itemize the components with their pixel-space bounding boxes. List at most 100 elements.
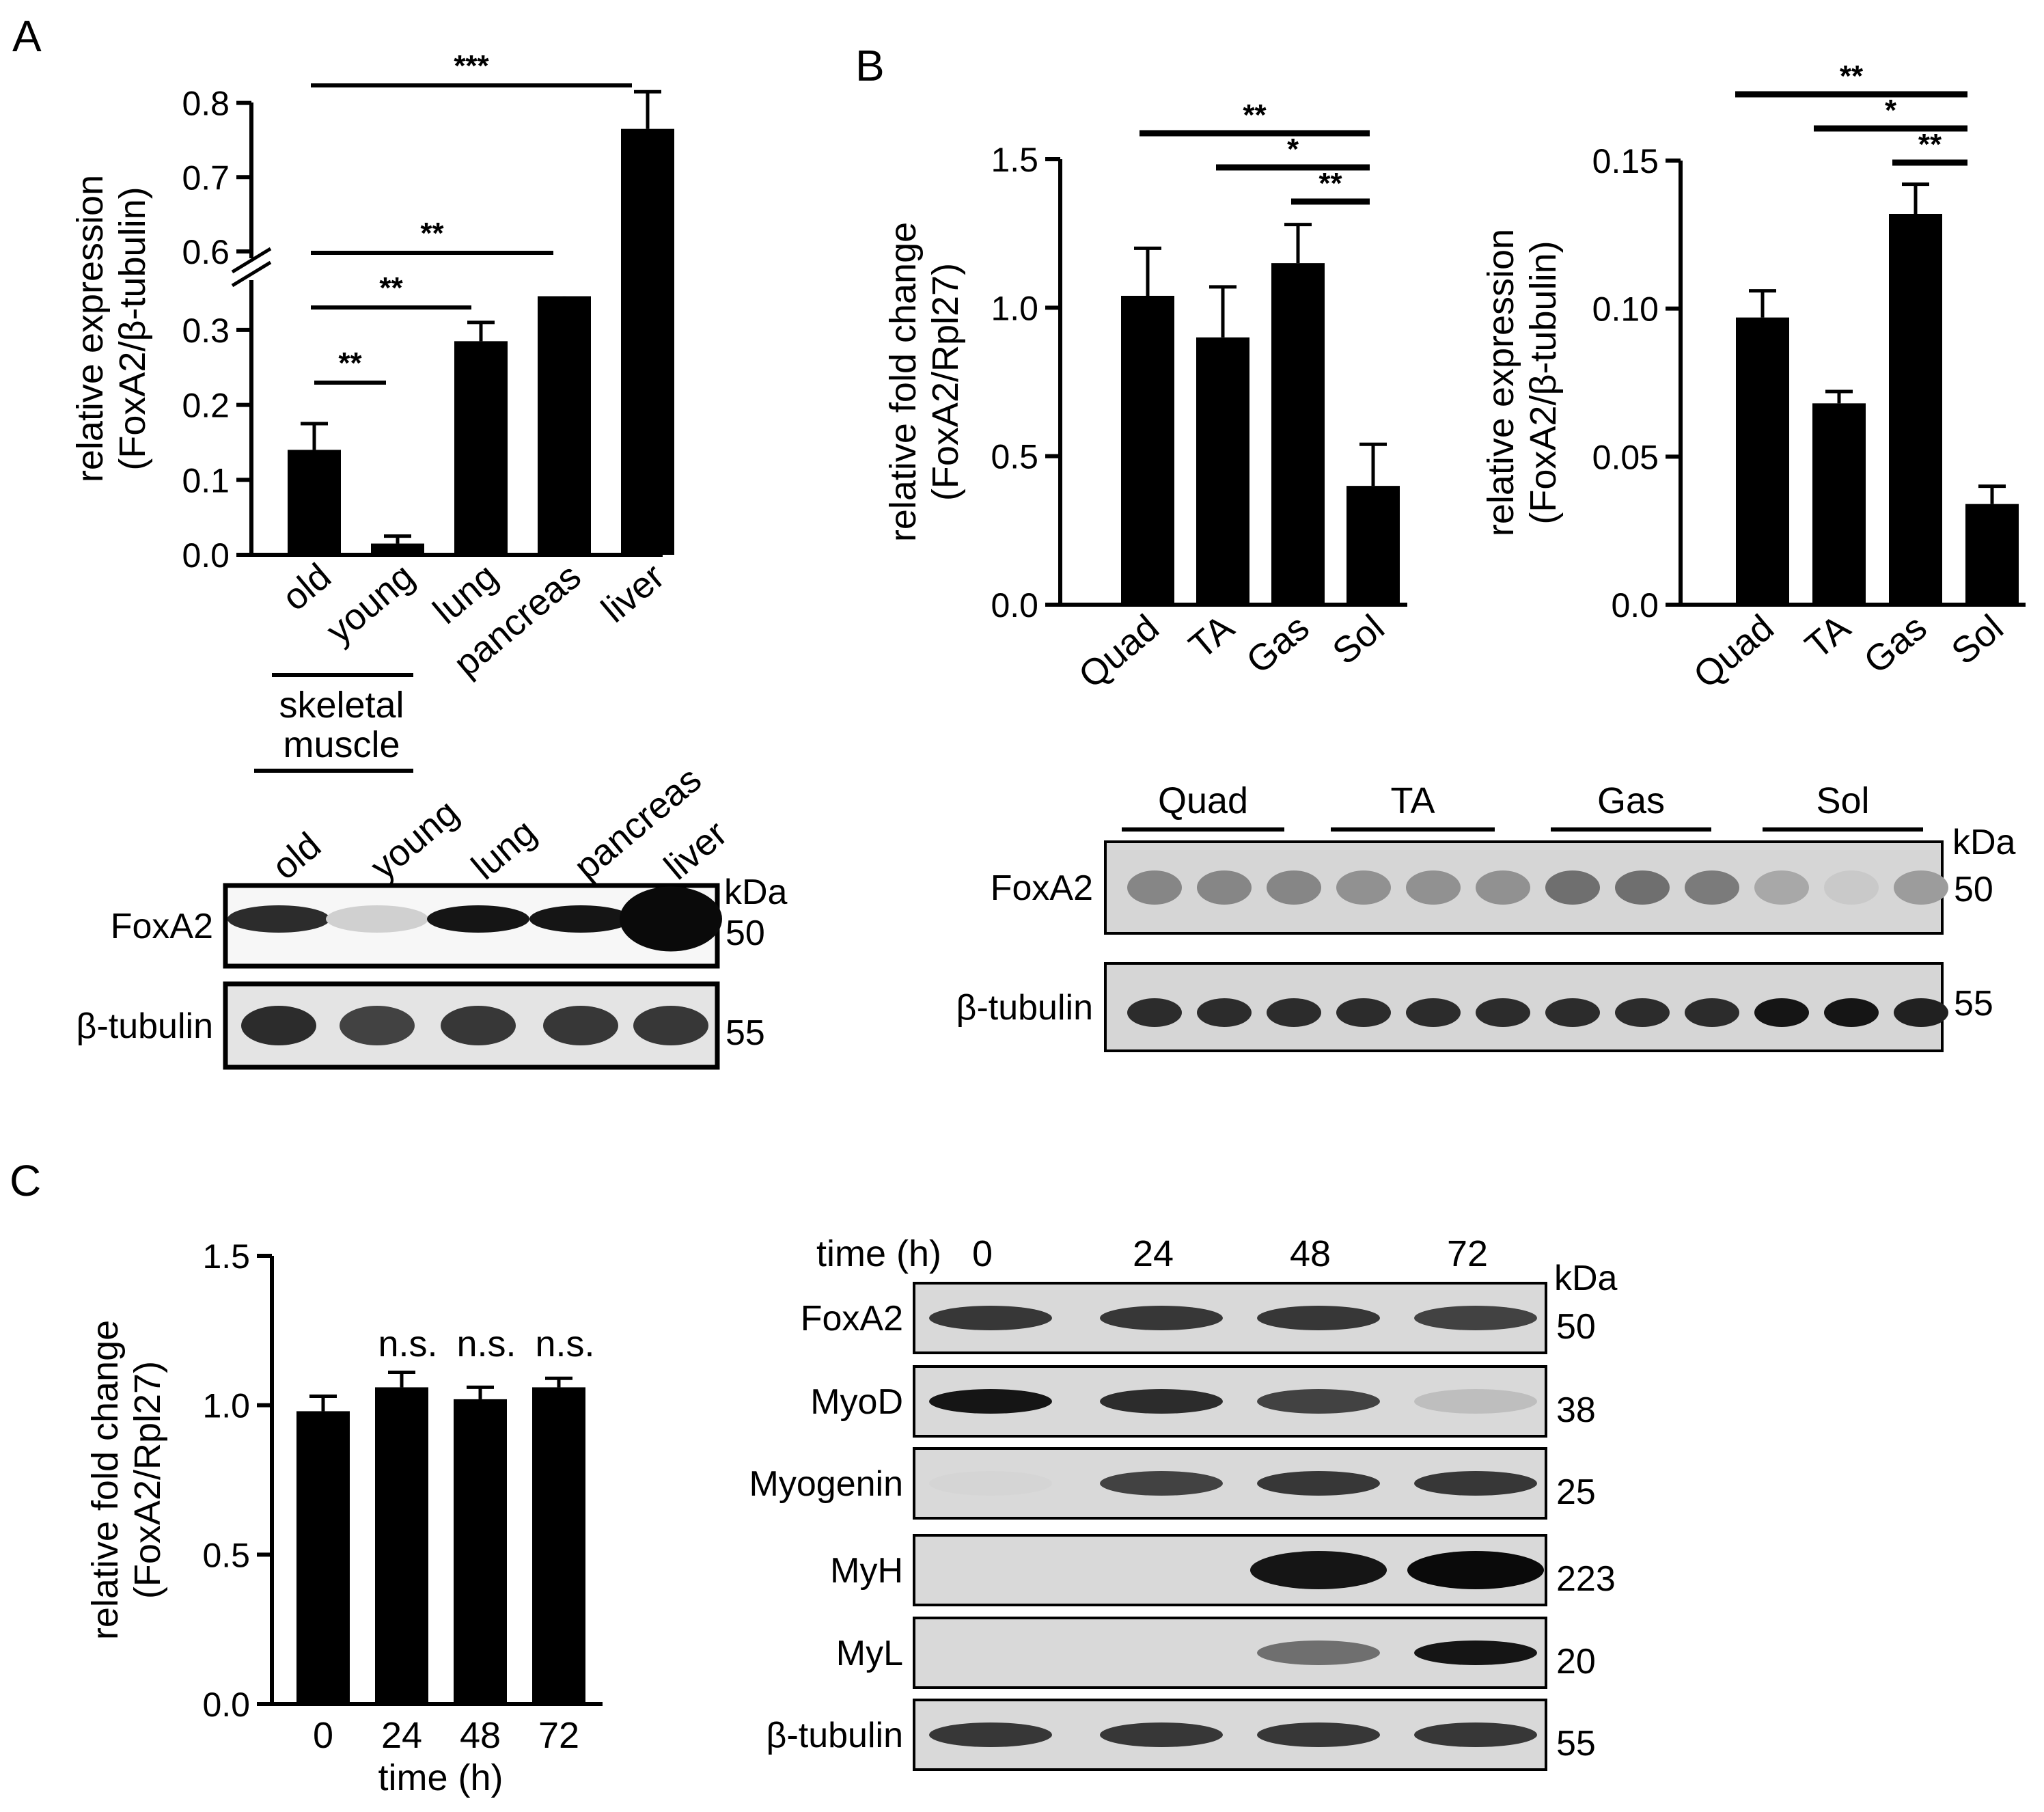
- significance-stars: **: [1918, 128, 1942, 161]
- x-tick-label: Sol: [1325, 607, 1392, 672]
- blot-kda-value: 38: [1556, 1390, 1596, 1430]
- blot-band: [529, 905, 632, 933]
- blot-band: [1100, 1722, 1223, 1747]
- x-tick-label: young: [318, 555, 422, 652]
- kda-header: kDa: [1952, 823, 2016, 862]
- y-axis-label: relative expression (FoxA2/β-tubulin): [1480, 229, 1564, 536]
- blot-row-label: FoxA2: [991, 868, 1093, 908]
- x-tick-label-text: liver: [594, 555, 672, 631]
- bar: [375, 1387, 428, 1704]
- blot-band: [1824, 998, 1879, 1027]
- x-tick-label: 48: [460, 1715, 501, 1756]
- blot-band: [1414, 1389, 1537, 1414]
- blot-band: [1267, 998, 1321, 1027]
- blot-band: [929, 1389, 1052, 1414]
- y-tick-label: 0.6: [182, 233, 230, 271]
- y-tick-label: 0.0: [182, 536, 230, 575]
- blot-kda-value: 55: [1556, 1724, 1596, 1763]
- x-tick-label: Quad: [1686, 607, 1782, 696]
- blot-time-value: 0: [972, 1233, 993, 1274]
- significance-stars: **: [1318, 167, 1342, 200]
- x-tick-label-text: Gas: [1239, 607, 1316, 682]
- blot-band: [1406, 998, 1461, 1027]
- y-axis-label: relative fold change (FoxA2/Rpl27): [85, 1320, 168, 1640]
- bar: [1889, 214, 1942, 605]
- x-tick-label: 24: [381, 1715, 422, 1756]
- y-tick-label: 0.1: [182, 461, 230, 499]
- bar: [371, 543, 424, 555]
- y-tick-label: 0.2: [182, 387, 230, 425]
- bar: [1346, 486, 1400, 605]
- blot-kda-value: 25: [1556, 1472, 1596, 1512]
- y-tick-label: 1.5: [202, 1237, 250, 1276]
- blot-b: Quad TA Gas Sol FoxA2 50 β-tubulin 55 kDa: [956, 780, 2016, 1052]
- blot-kda-value: 50: [1954, 870, 1993, 909]
- group-label-line2: muscle: [283, 724, 400, 765]
- blot-lane-label: old: [264, 825, 329, 888]
- blot-band: [1127, 998, 1182, 1027]
- blot-band: [1615, 870, 1670, 905]
- chart-b-left: 0.0 0.5 1.0 1.5 relative fold change (FoxA2/R…: [883, 98, 1407, 696]
- blot-row-label: MyL: [836, 1634, 903, 1673]
- x-tick-label: TA: [1181, 607, 1241, 667]
- group-label-line1: skeletal: [279, 685, 404, 726]
- bar: [621, 128, 674, 555]
- bar: [296, 1411, 350, 1704]
- blot-band: [1127, 870, 1182, 905]
- axis-break-mark: [231, 247, 272, 274]
- blot-band: [929, 1306, 1052, 1330]
- blot-lane-label-text: lung: [464, 812, 544, 888]
- y-tick-label: 0.0: [1611, 586, 1659, 624]
- blot-band: [241, 1006, 316, 1045]
- x-tick-label-text: Gas: [1856, 607, 1934, 682]
- y-axis-label-line2: (FoxA2/Rpl27): [925, 263, 966, 501]
- blot-row-label: Myogenin: [749, 1464, 903, 1504]
- significance-stars: *: [1287, 133, 1299, 166]
- significance-stars: **: [338, 346, 362, 380]
- blot-band: [1414, 1471, 1537, 1496]
- blot-band: [1894, 998, 1948, 1027]
- axis-break-mark: [231, 260, 272, 288]
- blot-band: [1414, 1306, 1537, 1330]
- y-axis-label-line1: relative expression: [70, 175, 111, 482]
- blot-band: [1197, 870, 1252, 905]
- x-tick-label-text: young: [318, 555, 422, 652]
- blot-band: [1476, 998, 1530, 1027]
- ns-annotation: n.s.: [456, 1323, 516, 1364]
- x-tick-label: TA: [1797, 607, 1857, 667]
- bar: [454, 1399, 507, 1704]
- blot-group-label: Gas: [1597, 780, 1665, 821]
- x-tick-label-text: Sol: [1944, 607, 2011, 672]
- significance-stars: **: [1840, 59, 1864, 93]
- y-tick-label: 0.5: [991, 438, 1038, 476]
- panel-label-c: C: [10, 1156, 41, 1205]
- blot-band: [1336, 998, 1391, 1027]
- blot-band: [543, 1006, 618, 1045]
- chart-a: 0.0 0.1 0.2 0.3 0.6 0.7 0.8 relative expression…: [70, 49, 674, 773]
- blot-lane-label: lung: [464, 812, 544, 888]
- y-tick-label: 0.05: [1592, 438, 1659, 476]
- x-tick-label: 0: [313, 1715, 333, 1756]
- x-tick-label: 72: [538, 1715, 579, 1756]
- x-tick-label: Sol: [1944, 607, 2011, 672]
- bar: [1271, 263, 1325, 605]
- significance-stars: **: [1243, 98, 1267, 132]
- significance-stars: **: [420, 217, 444, 250]
- x-tick-label-text: old: [275, 555, 339, 618]
- blot-kda-value: 55: [1954, 984, 1993, 1024]
- blot-lane-label-text: young: [363, 792, 466, 888]
- blot-lane-label: young: [363, 792, 466, 888]
- blot-band: [1476, 870, 1530, 905]
- blot-c: time (h) 0 24 48 72 kDa FoxA2 50 MyoD 38 Myogenin 2…: [749, 1233, 1618, 1771]
- blot-band: [1685, 870, 1739, 905]
- bar: [1965, 504, 2019, 605]
- blot-band: [1100, 1389, 1223, 1414]
- blot-group-label: TA: [1391, 780, 1435, 821]
- y-tick-label: 0.7: [182, 159, 230, 197]
- y-axis-label: relative expression (FoxA2/β-tubulin): [70, 175, 153, 482]
- x-tick-label: liver: [594, 555, 672, 631]
- y-tick-label: 1.0: [991, 289, 1038, 327]
- blot-band: [929, 1722, 1052, 1747]
- blot-time-value: 48: [1290, 1233, 1331, 1274]
